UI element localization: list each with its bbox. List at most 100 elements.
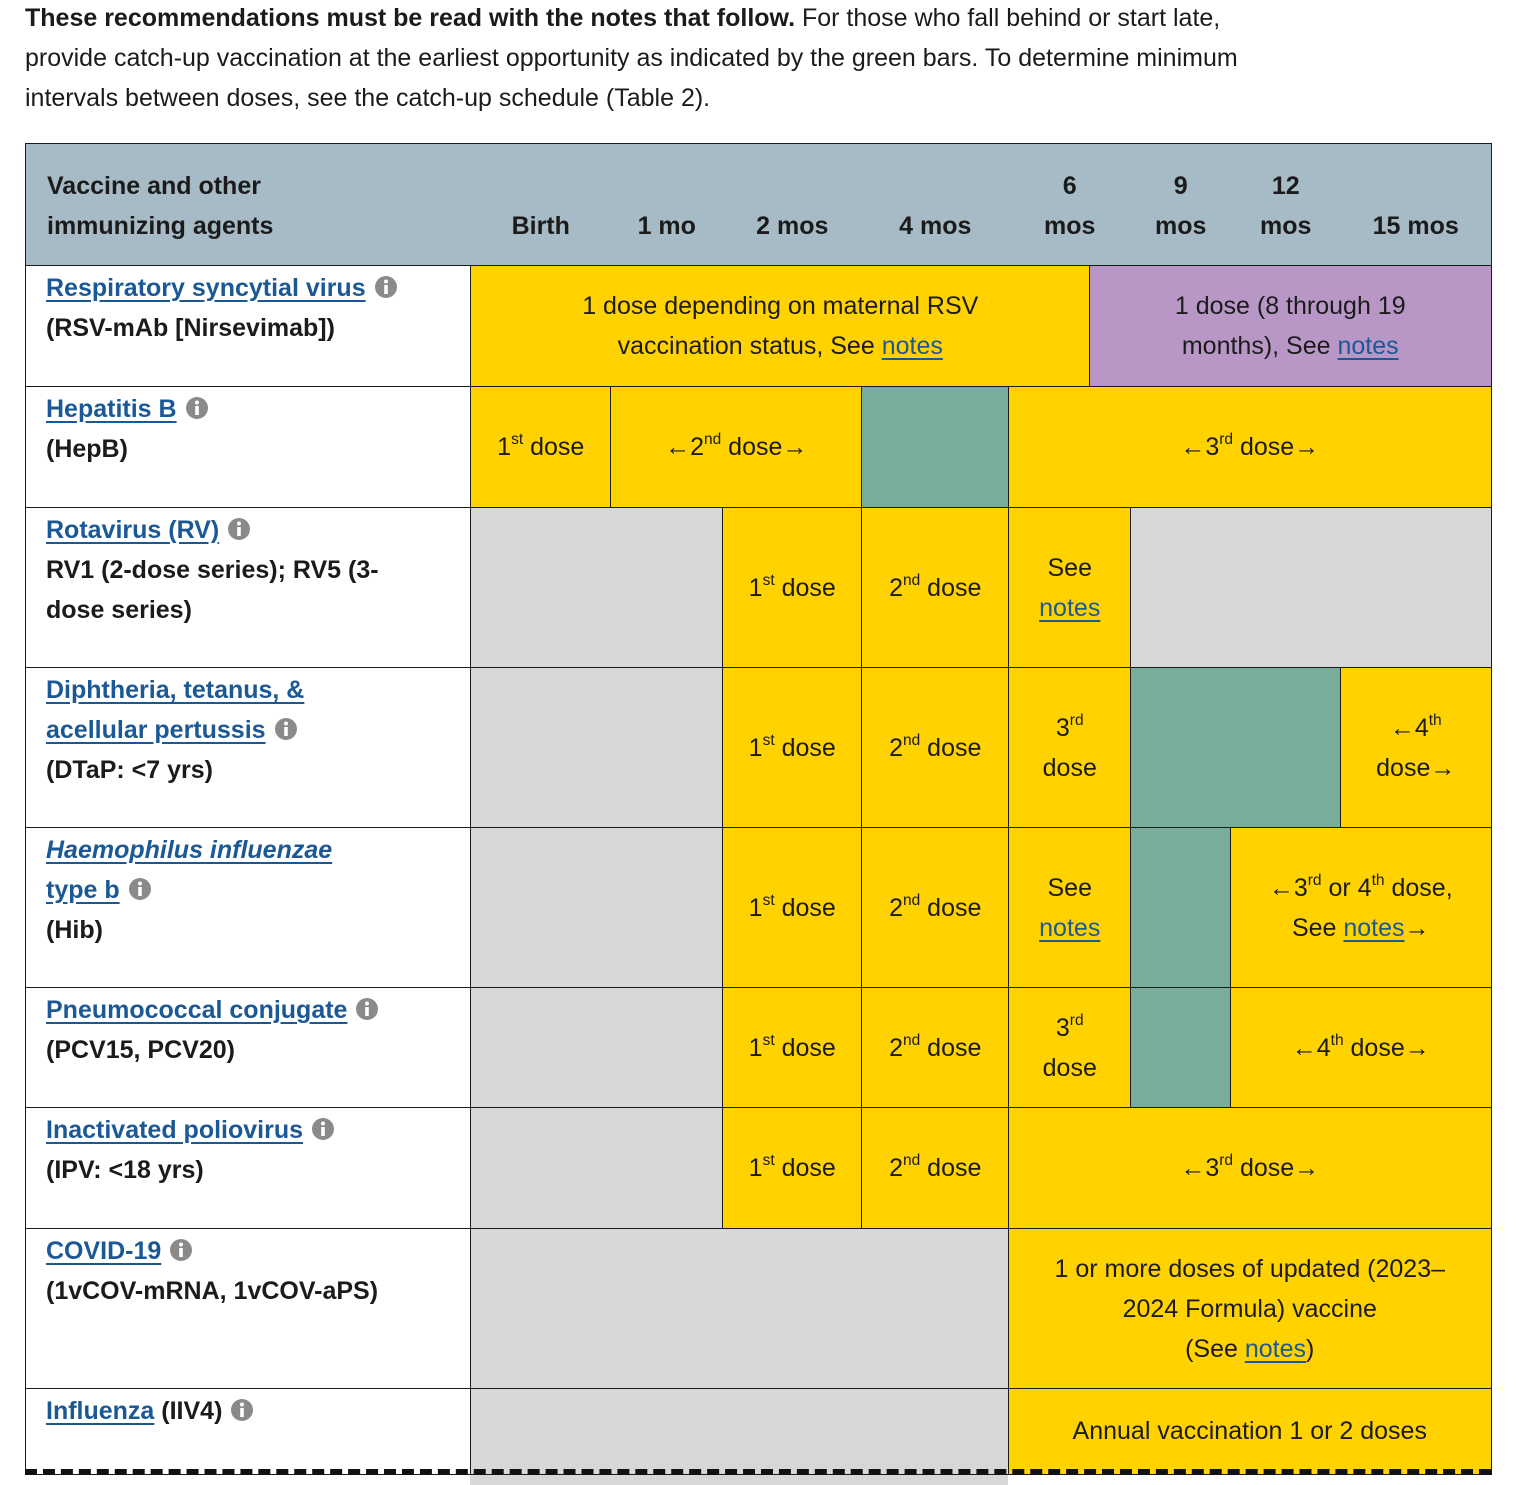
text: dose [774, 573, 836, 602]
info-icon[interactable] [355, 997, 379, 1021]
link[interactable]: acellular pertussis [46, 716, 266, 744]
info-icon[interactable] [227, 517, 251, 541]
header-age: 4 mos [861, 143, 1010, 267]
link[interactable]: Pneumococcal conjugate [46, 996, 348, 1024]
text: 1 or more doses of updated (2023– [1054, 1254, 1446, 1283]
text: or 4 [1321, 873, 1372, 902]
text-line: ←3rd or 4th dose, [1269, 868, 1453, 908]
info-icon[interactable] [274, 717, 298, 741]
text-line: 3rd [1056, 708, 1084, 748]
text-line: Rotavirus (RV) [46, 510, 251, 550]
schedule-cell: 1 dose (8 through 19 months), See notes [1089, 265, 1492, 388]
schedule-cell: ←2nd dose→ [610, 386, 863, 509]
text: dose [920, 1033, 982, 1062]
link[interactable]: Diphtheria, tetanus, & [46, 676, 305, 704]
link[interactable]: Inactivated poliovirus [46, 1116, 304, 1144]
text: (1vCOV-mRNA, 1vCOV-aPS) [46, 1277, 379, 1305]
schedule-cell [1130, 667, 1342, 829]
text: dose [1042, 753, 1097, 782]
header-age: 12 mos [1230, 143, 1342, 267]
text-line: (See notes) [1185, 1329, 1314, 1369]
schedule-cell: See notes [1008, 827, 1132, 989]
text: For those who fall behind or start late, [795, 4, 1221, 32]
info-icon[interactable] [311, 1117, 335, 1141]
text: ←4 [1389, 713, 1429, 742]
schedule-cell: Annual vaccination 1 or 2 doses [1008, 1388, 1492, 1475]
text-line: 2nd dose [889, 568, 981, 608]
text: dose→ [1233, 433, 1320, 462]
text-line: ←3rd dose→ [1180, 427, 1319, 467]
text: intervals between doses, see the catch-u… [25, 84, 711, 112]
text: Annual vaccination 1 or 2 doses [1072, 1417, 1427, 1446]
info-icon[interactable] [230, 1398, 254, 1422]
link[interactable]: type b [46, 876, 120, 904]
superscript: st [762, 1152, 775, 1170]
info-icon[interactable] [128, 877, 152, 901]
vaccine-name: Inactivated poliovirus (IPV: <18 yrs) [25, 1107, 472, 1230]
vaccine-name: Respiratory syncytial virus (RSV-mAb [Nir… [25, 265, 472, 388]
superscript: th [1428, 711, 1442, 729]
superscript: st [762, 731, 775, 749]
header-age: 15 mos [1340, 143, 1492, 267]
link[interactable]: Rotavirus (RV) [46, 516, 220, 544]
text-line: 1 or more doses of updated (2023– [1054, 1249, 1445, 1289]
schedule-cell: ←4th dose→ [1340, 667, 1492, 829]
header-age: 9 mos [1130, 143, 1232, 267]
text-line: Birth [512, 206, 570, 246]
text-line: dose→ [1376, 748, 1455, 788]
text-line: acellular pertussis [46, 710, 298, 750]
link[interactable]: Hepatitis B [46, 395, 177, 423]
header-age: 6 mos [1008, 143, 1132, 267]
text-line: 1st dose [749, 1148, 836, 1188]
schedule-cell: 2nd dose [861, 987, 1010, 1109]
vaccine-name: Rotavirus (RV) RV1 (2-dose series); RV5 (… [25, 507, 472, 669]
link[interactable]: notes [1337, 332, 1399, 361]
text-line: (RSV-mAb [Nirsevimab]) [46, 308, 335, 348]
link[interactable]: notes [1244, 1334, 1307, 1363]
text-line: Hepatitis B [46, 389, 209, 429]
text: dose series) [46, 596, 192, 624]
info-icon[interactable] [374, 275, 398, 299]
text: Birth [511, 211, 570, 240]
schedule-cell: 2nd dose [861, 507, 1010, 669]
text: 1 mo [637, 211, 696, 240]
text: dose [1042, 1053, 1097, 1082]
text-line: 1st dose [749, 568, 836, 608]
schedule-cell: 1st dose [722, 987, 863, 1109]
schedule-cell: 3rd dose [1008, 667, 1132, 829]
text-line: (1vCOV-mRNA, 1vCOV-aPS) [46, 1271, 378, 1311]
link[interactable]: notes [1039, 593, 1101, 622]
schedule-cell: ←3rd dose→ [1008, 386, 1492, 509]
link[interactable]: Influenza [46, 1397, 155, 1425]
link[interactable]: COVID-19 [46, 1237, 162, 1265]
text-line: months), See notes [1182, 326, 1399, 366]
link[interactable]: notes [1039, 913, 1101, 942]
link[interactable]: notes [881, 332, 943, 361]
text: dose→ [1233, 1154, 1320, 1183]
link[interactable]: notes [1343, 913, 1405, 942]
schedule-cell: 2nd dose [861, 667, 1010, 829]
text: months), See [1181, 332, 1338, 361]
text: → [1404, 913, 1430, 942]
info-icon[interactable] [169, 1238, 193, 1262]
text: ←3 [1180, 1154, 1220, 1183]
text-line: Haemophilus influenzae [46, 830, 332, 870]
text: (IPV: <18 yrs) [46, 1156, 204, 1184]
text: 1 [748, 893, 763, 922]
text-line: 1 mo [638, 206, 696, 246]
link[interactable]: Haemophilus influenzae [46, 836, 333, 864]
text: ) [1306, 1334, 1315, 1363]
link[interactable]: Respiratory syncytial virus [46, 274, 366, 302]
text: dose→ [1343, 1033, 1430, 1062]
vaccine-name: Diphtheria, tetanus, & acellular pertussi… [25, 667, 472, 829]
schedule-cell: See notes [1008, 507, 1132, 669]
superscript: rd [1069, 1011, 1084, 1029]
text-line: ←4th dose→ [1292, 1028, 1430, 1068]
text: dose [774, 733, 836, 762]
text-line: notes [1039, 908, 1100, 948]
text-line: 12 [1272, 166, 1300, 206]
text-line: 1st dose [749, 1028, 836, 1068]
text-line: (PCV15, PCV20) [46, 1030, 235, 1070]
info-icon[interactable] [185, 396, 209, 420]
text-line: 6 [1063, 166, 1077, 206]
